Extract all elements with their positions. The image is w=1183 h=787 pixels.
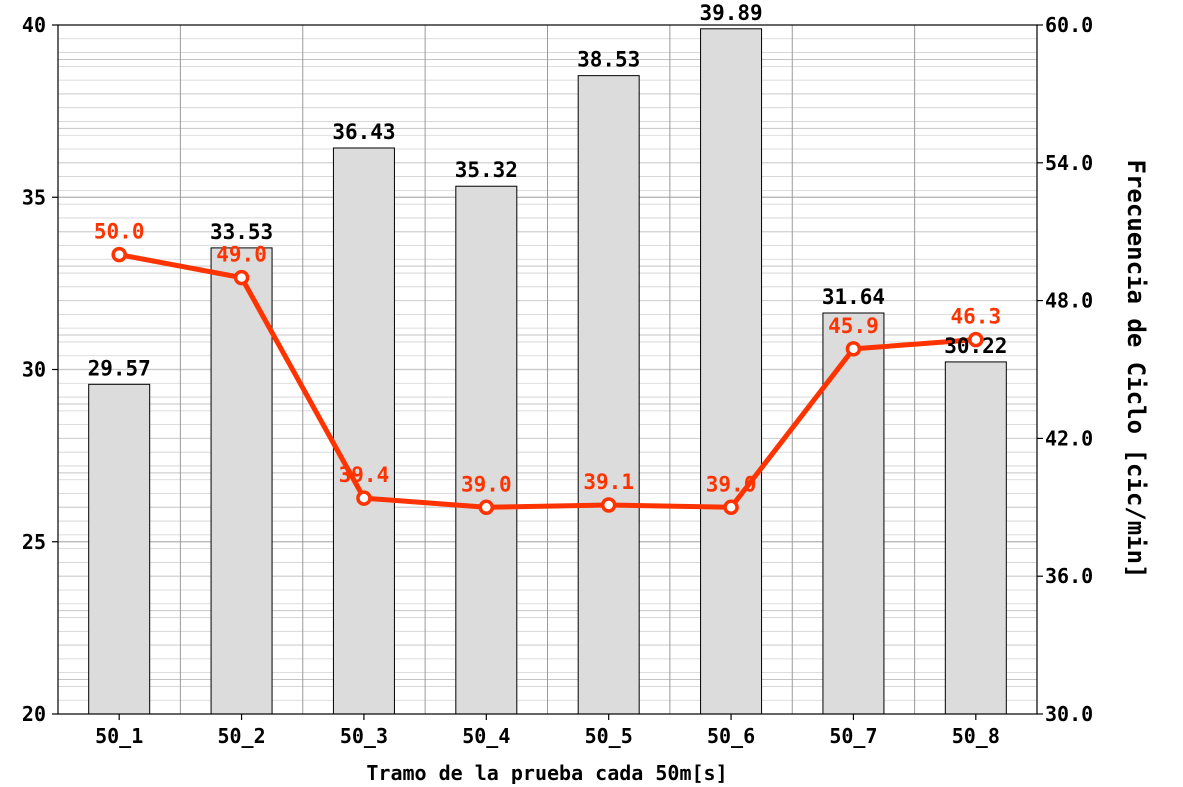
line-value-label: 39.1	[583, 470, 634, 494]
line-series	[111, 246, 984, 516]
x-tick-label: 50_8	[952, 724, 1000, 748]
grid-lines	[58, 25, 1037, 714]
x-tick-label: 50_2	[217, 724, 265, 748]
x-axis-title: Tramo de la prueba cada 50m[s]	[366, 761, 727, 785]
bar	[944, 361, 1007, 715]
line-value-label: 39.0	[706, 472, 757, 496]
bar	[455, 185, 518, 715]
x-tick-label: 50_6	[707, 724, 755, 748]
bar-value-label: 31.64	[822, 285, 885, 309]
right-tick-label: 42.0	[1045, 426, 1093, 450]
bar-value-label: 35.32	[455, 158, 518, 182]
bar	[332, 147, 395, 715]
bar-value-label: 38.53	[577, 48, 640, 72]
x-axis-ticks: 50_1 50_2 50_3 50_4 50_5 50_6 50_7 50_8	[95, 714, 1000, 748]
line-value-label: 39.0	[461, 472, 512, 496]
left-tick-label: 20	[22, 702, 46, 726]
bar-value-labels: 29.57 33.53 36.43 35.32 38.53 39.89 31.64 30.22	[88, 1, 1008, 381]
right-tick-label: 30.0	[1045, 702, 1093, 726]
line-value-label: 46.3	[951, 305, 1002, 329]
line-point	[111, 246, 127, 263]
line-point	[233, 269, 250, 286]
line-point	[845, 341, 862, 357]
left-axis-ticks: 20 25 30 35 40	[22, 13, 58, 726]
bar	[577, 75, 640, 715]
x-tick-label: 50_7	[829, 724, 877, 748]
line-point	[356, 490, 372, 506]
bar-value-label: 29.57	[88, 356, 151, 380]
x-tick-label: 50_3	[340, 724, 388, 748]
line-point	[600, 497, 617, 513]
right-axis-ticks: 30.0 36.0 42.0 48.0 54.0 60.0	[1037, 13, 1093, 726]
line-value-labels: 50.0 49.0 39.4 39.0 39.1 39.0 45.9 46.3	[94, 220, 1001, 497]
line-value-label: 50.0	[94, 220, 145, 244]
line-value-label: 39.4	[339, 463, 390, 487]
bar	[88, 383, 151, 715]
right-tick-label: 60.0	[1045, 13, 1093, 37]
left-tick-label: 25	[22, 530, 46, 554]
bar-value-label: 33.53	[210, 220, 273, 244]
bar	[822, 312, 885, 715]
x-tick-label: 50_4	[462, 724, 510, 748]
right-tick-label: 54.0	[1045, 151, 1093, 175]
line-point	[723, 499, 739, 516]
bar-value-label: 39.89	[699, 1, 762, 25]
bar-series	[88, 28, 1007, 715]
line-point	[968, 331, 984, 348]
left-tick-label: 35	[22, 185, 46, 209]
line-path	[118, 252, 976, 510]
line-value-label: 45.9	[828, 314, 879, 338]
left-tick-label: 30	[22, 358, 46, 382]
left-tick-label: 40	[22, 13, 46, 37]
right-tick-label: 48.0	[1045, 289, 1093, 313]
right-tick-label: 36.0	[1045, 564, 1093, 588]
x-tick-label: 50_5	[585, 724, 633, 748]
right-axis-title: Frecuencia de Ciclo [cic/min]	[1122, 159, 1150, 578]
line-value-label: 49.0	[216, 243, 267, 267]
x-tick-label: 50_1	[95, 724, 143, 748]
bar	[700, 28, 763, 715]
line-point	[478, 499, 495, 516]
bar-value-label: 30.22	[944, 334, 1007, 358]
bar-value-label: 36.43	[332, 120, 395, 144]
